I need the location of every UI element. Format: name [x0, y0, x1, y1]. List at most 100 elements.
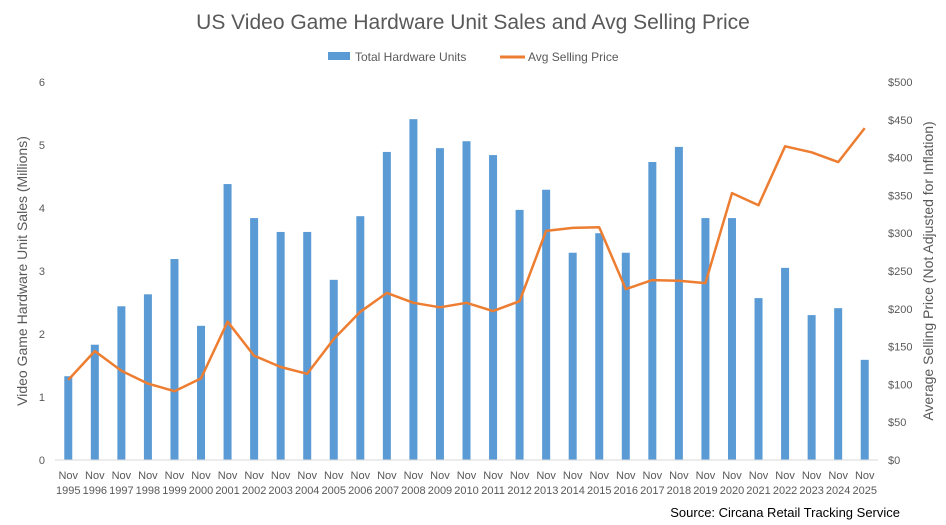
x-tick-prefix: Nov — [802, 470, 822, 482]
x-tick-label: 2015 — [587, 485, 611, 497]
bar-2024 — [834, 308, 843, 460]
x-tick-label: 2025 — [852, 485, 876, 497]
x-tick-prefix: Nov — [112, 470, 132, 482]
x-tick-prefix: Nov — [404, 470, 424, 482]
x-tick-label: 1997 — [109, 485, 133, 497]
x-tick-prefix: Nov — [297, 470, 317, 482]
y2-tick-label: $300 — [888, 228, 912, 240]
x-tick-prefix: Nov — [244, 470, 264, 482]
x-tick-label: 2023 — [799, 485, 823, 497]
y-tick-label: 1 — [39, 392, 45, 404]
x-tick-prefix: Nov — [855, 470, 875, 482]
x-tick-label: 2009 — [428, 485, 452, 497]
x-tick-label: 2020 — [720, 485, 744, 497]
x-tick-prefix: Nov — [563, 470, 583, 482]
y2-tick-label: $450 — [888, 115, 912, 127]
source-note: Source: Circana Retail Tracking Service — [670, 505, 900, 520]
legend: Total Hardware Units Avg Selling Price — [328, 50, 619, 64]
bar-2011 — [489, 155, 498, 460]
bar-2004 — [303, 231, 312, 460]
x-tick-label: 2005 — [322, 485, 346, 497]
x-tick-prefix: Nov — [696, 470, 716, 482]
x-tick-prefix: Nov — [722, 470, 742, 482]
x-tick-prefix: Nov — [828, 470, 848, 482]
bar-2019 — [701, 218, 710, 460]
bar-2005 — [329, 279, 338, 460]
x-tick-label: 1995 — [56, 485, 80, 497]
x-tick-prefix: Nov — [218, 470, 238, 482]
x-tick-prefix: Nov — [377, 470, 397, 482]
y-tick-label: 4 — [39, 203, 45, 215]
bar-2017 — [648, 162, 657, 460]
x-tick-prefix: Nov — [616, 470, 636, 482]
bar-2016 — [621, 252, 630, 460]
x-tick-label: 2024 — [826, 485, 850, 497]
y-axis-label: Video Game Hardware Unit Sales (Millions… — [14, 136, 30, 406]
x-tick-label: 2019 — [693, 485, 717, 497]
y-tick-label: 6 — [39, 77, 45, 89]
x-tick-label: 2004 — [295, 485, 319, 497]
x-tick-prefix: Nov — [58, 470, 78, 482]
y2-tick-label: $150 — [888, 342, 912, 354]
y2-tick-label: $350 — [888, 190, 912, 202]
x-tick-label: 2002 — [242, 485, 266, 497]
x-tick-prefix: Nov — [589, 470, 609, 482]
y2-tick-label: $500 — [888, 77, 912, 89]
bar-2022 — [781, 267, 790, 460]
x-tick-label: 2003 — [268, 485, 292, 497]
x-tick-label: 2000 — [189, 485, 213, 497]
x-tick-label: 2016 — [614, 485, 638, 497]
bar-1997 — [117, 306, 126, 460]
x-tick-prefix: Nov — [669, 470, 689, 482]
x-tick-prefix: Nov — [457, 470, 477, 482]
bar-2002 — [250, 218, 259, 460]
bar-2025 — [860, 359, 869, 460]
bar-2007 — [382, 151, 391, 460]
x-tick-prefix: Nov — [643, 470, 663, 482]
x-tick-prefix: Nov — [483, 470, 503, 482]
y-tick-label: 0 — [39, 455, 45, 467]
x-tick-prefix: Nov — [165, 470, 185, 482]
x-tick-label: 2006 — [348, 485, 372, 497]
x-tick-label: 2018 — [667, 485, 691, 497]
bar-2014 — [568, 252, 577, 460]
y2-tick-label: $50 — [888, 417, 906, 429]
x-tick-prefix: Nov — [775, 470, 795, 482]
x-tick-label: 2014 — [560, 485, 584, 497]
x-tick-prefix: Nov — [536, 470, 556, 482]
bar-2003 — [276, 231, 285, 460]
x-tick-label: 2017 — [640, 485, 664, 497]
bar-1996 — [90, 344, 99, 460]
x-tick-prefix: Nov — [351, 470, 371, 482]
x-tick-prefix: Nov — [430, 470, 450, 482]
bar-2008 — [409, 119, 418, 461]
bar-1998 — [143, 294, 152, 460]
x-tick-prefix: Nov — [271, 470, 291, 482]
bar-1999 — [170, 259, 179, 460]
x-tick-prefix: Nov — [749, 470, 769, 482]
chart-title: US Video Game Hardware Unit Sales and Av… — [196, 11, 750, 34]
bar-2023 — [807, 315, 816, 460]
bar-2000 — [197, 325, 206, 460]
y2-axis-label: Average Selling Price (Not Adjusted for … — [920, 121, 936, 420]
legend-label-units: Total Hardware Units — [355, 50, 466, 64]
y2-tick-label: $400 — [888, 153, 912, 165]
x-tick-label: 2012 — [507, 485, 531, 497]
bar-2012 — [515, 209, 524, 460]
y2-tick-label: $250 — [888, 266, 912, 278]
bar-2006 — [356, 216, 365, 460]
y2-tick-label: $0 — [888, 455, 900, 467]
x-tick-prefix: Nov — [510, 470, 530, 482]
x-tick-prefix: Nov — [324, 470, 344, 482]
bar-2018 — [674, 146, 683, 460]
x-tick-label: 2011 — [481, 485, 505, 497]
x-tick-label: 2013 — [534, 485, 558, 497]
bar-2015 — [595, 233, 604, 460]
y-tick-label: 2 — [39, 329, 45, 341]
y-tick-label: 3 — [39, 266, 45, 278]
bar-2009 — [435, 148, 444, 460]
x-tick-label: 1996 — [83, 485, 107, 497]
x-tick-prefix: Nov — [85, 470, 105, 482]
x-tick-prefix: Nov — [191, 470, 211, 482]
